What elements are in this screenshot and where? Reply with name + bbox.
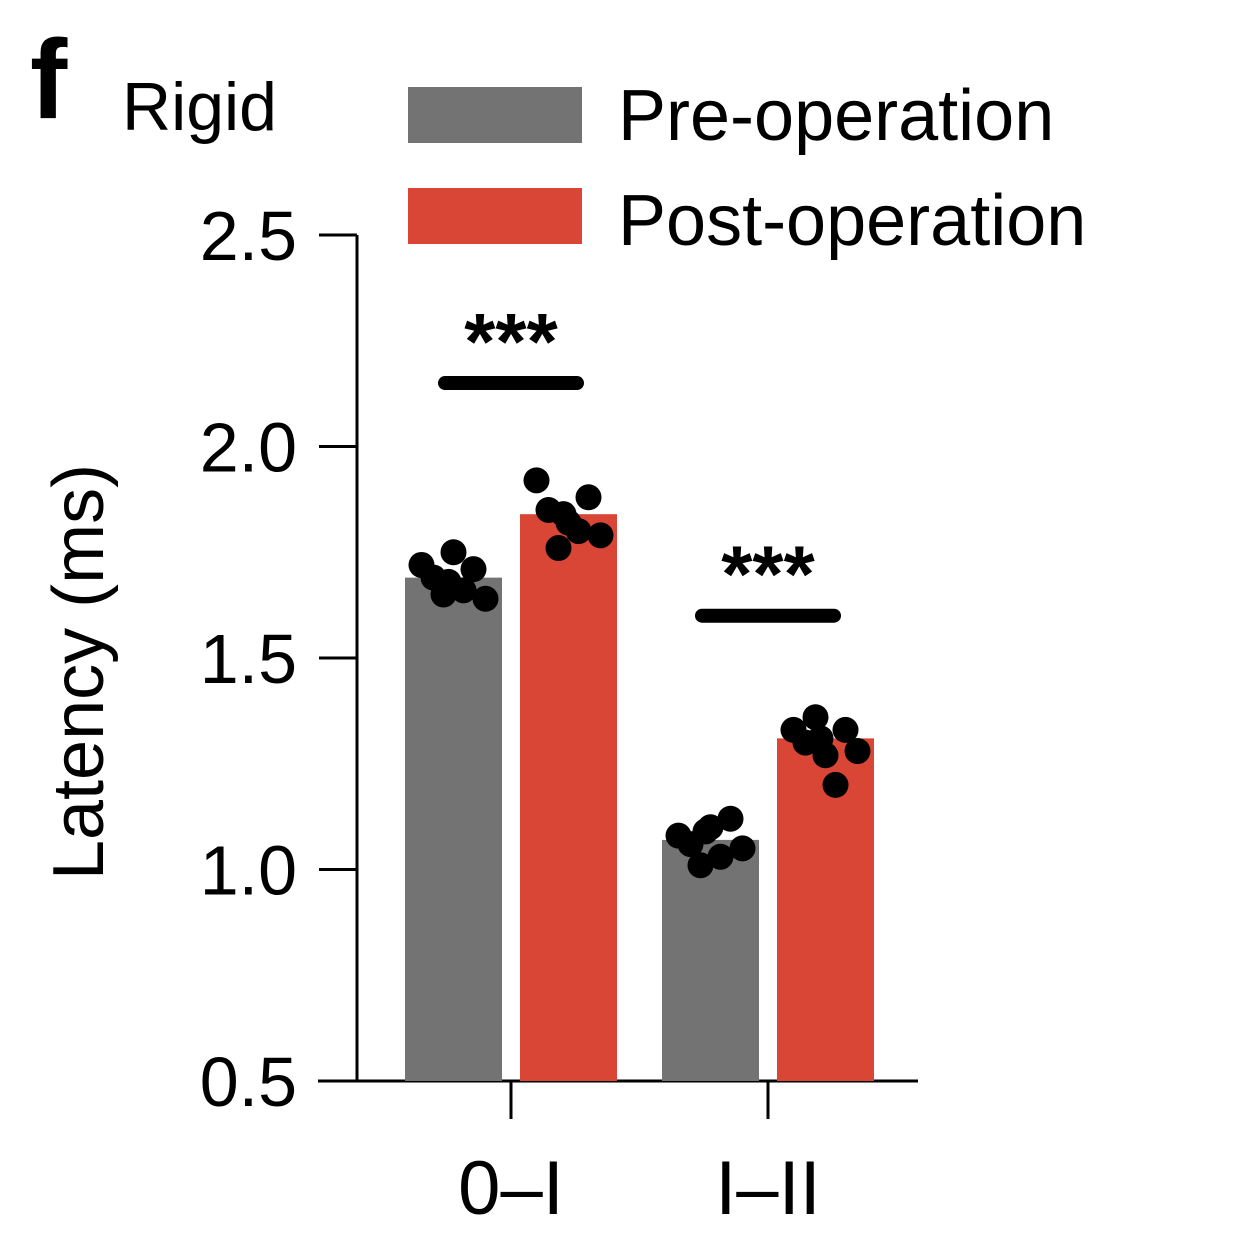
significance-label-0: *** (464, 297, 558, 386)
y-tick-label-4: 2.5 (200, 197, 297, 275)
legend-swatch-pre-operation (408, 87, 582, 143)
legend-label-post-operation: Post-operation (618, 181, 1086, 261)
data-point-0-0-3 (440, 539, 467, 566)
data-point-0-1-4 (707, 843, 734, 870)
data-point-1-0-5 (575, 484, 602, 511)
data-point-1-1-5 (832, 716, 859, 743)
data-point-0-0-6 (472, 585, 499, 612)
chart-title: Rigid (122, 69, 277, 145)
y-tick-label-1: 1.0 (200, 832, 297, 910)
significance-label-1: *** (721, 530, 815, 619)
data-point-1-1-7 (807, 725, 834, 752)
panel-label: f (30, 17, 68, 142)
data-point-0-1-6 (729, 835, 756, 862)
data-point-1-1-2 (802, 704, 829, 731)
y-tick-label-3: 2.0 (200, 409, 297, 487)
data-point-1-0-6 (587, 522, 614, 549)
bar-0-1 (662, 839, 759, 1081)
legend-swatch-post-operation (408, 188, 582, 244)
data-point-1-1-4 (822, 771, 849, 798)
data-point-1-0-0 (523, 467, 550, 494)
data-point-0-1-7 (692, 818, 719, 845)
data-point-1-0-4 (565, 518, 592, 545)
bar-1-0 (520, 514, 617, 1081)
plot-area: 0.5 1.0 1.5 2.0 2.5 0–I I–II *** *** (200, 197, 918, 1231)
y-tick-label-2: 1.5 (200, 620, 297, 698)
data-point-1-0-2 (545, 535, 572, 562)
bar-0-0 (405, 577, 502, 1081)
data-point-1-0-7 (550, 501, 577, 528)
x-tick-label-1: I–II (715, 1146, 821, 1231)
legend: Pre-operation Post-operation (408, 76, 1086, 261)
data-point-1-1-6 (844, 738, 871, 765)
legend-label-pre-operation: Pre-operation (618, 76, 1054, 156)
y-axis-label: Latency (ms) (39, 464, 119, 880)
y-tick-label-0: 0.5 (200, 1043, 297, 1121)
data-point-0-1-5 (717, 805, 744, 832)
x-tick-label-0: 0–I (458, 1146, 564, 1231)
bar-1-1 (777, 738, 874, 1081)
data-point-0-0-7 (435, 568, 462, 595)
data-point-0-1-2 (687, 852, 714, 879)
data-point-0-0-5 (460, 556, 487, 583)
